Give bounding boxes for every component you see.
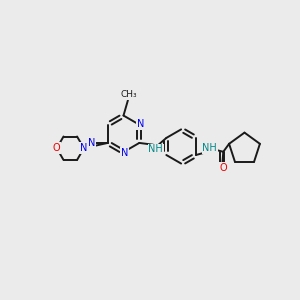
Text: N: N: [121, 148, 128, 158]
Text: N: N: [137, 119, 144, 129]
Text: NH: NH: [202, 143, 217, 153]
Text: N: N: [88, 138, 95, 148]
Text: O: O: [53, 143, 61, 153]
Text: N: N: [80, 143, 88, 153]
Text: O: O: [220, 163, 227, 173]
Text: NH: NH: [148, 144, 163, 154]
Text: CH₃: CH₃: [121, 90, 137, 99]
